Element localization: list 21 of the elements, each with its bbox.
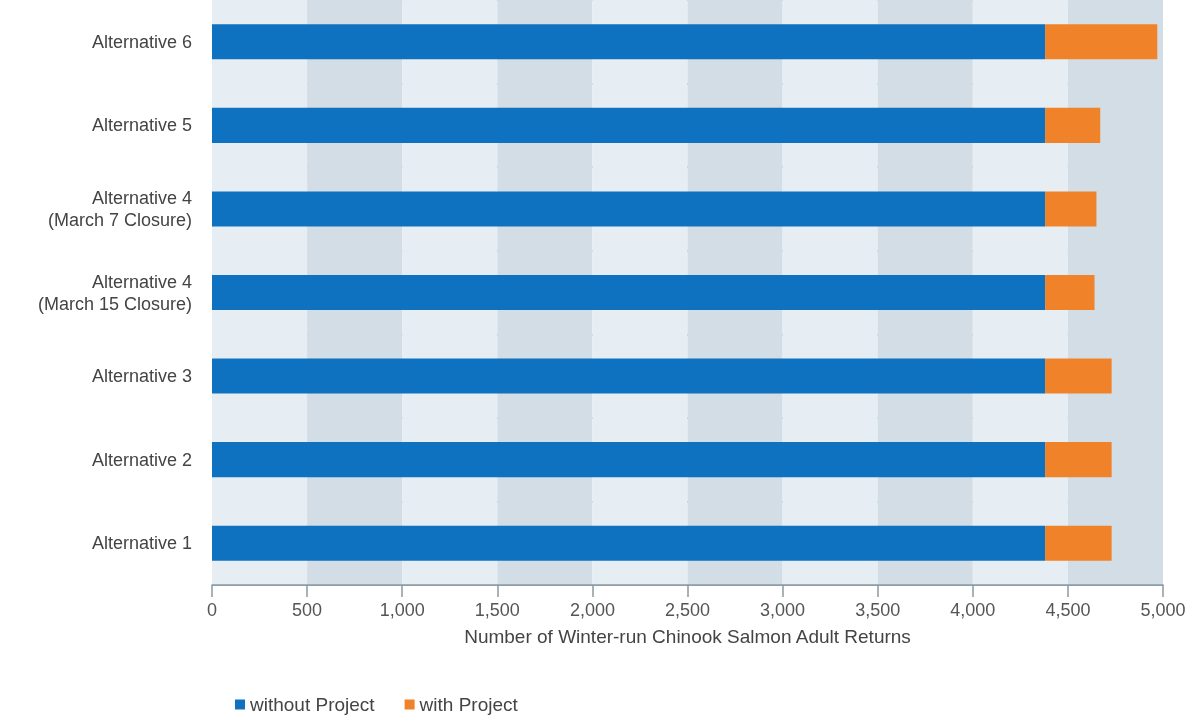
y-tick-label: Alternative 1 xyxy=(91,533,192,554)
x-tick-label: 500 xyxy=(292,600,323,620)
y-tick-label: Alternative 4 (March 7 Closure) xyxy=(47,187,192,230)
x-tick-label: 4,500 xyxy=(1045,600,1091,620)
y-tick-label: Alternative 5 xyxy=(91,115,192,136)
y-tick-label: Alternative 3 xyxy=(91,366,192,387)
x-tick-label: 1,500 xyxy=(474,600,520,620)
x-axis-title: Number of Winter-run Chinook Salmon Adult Returns xyxy=(464,626,911,647)
y-tick-label: Alternative 4 (March 15 Closure) xyxy=(37,271,192,314)
y-tick-label: Alternative 6 xyxy=(91,31,192,52)
legend-label: with Project xyxy=(418,694,519,715)
x-tick-label: 3,500 xyxy=(855,600,901,620)
x-tick-label: 1,000 xyxy=(379,600,425,620)
x-tick-label: 5,000 xyxy=(1140,600,1186,620)
x-tick-label: 2,500 xyxy=(664,600,711,620)
x-tick-label: 3,000 xyxy=(760,600,806,620)
x-tick-label: 4,000 xyxy=(950,600,996,620)
y-tick-label: Alternative 2 xyxy=(91,449,192,470)
legend-label: without Project xyxy=(249,694,376,715)
x-tick-label: 0 xyxy=(206,600,218,620)
x-tick-label: 2,000 xyxy=(569,600,615,620)
